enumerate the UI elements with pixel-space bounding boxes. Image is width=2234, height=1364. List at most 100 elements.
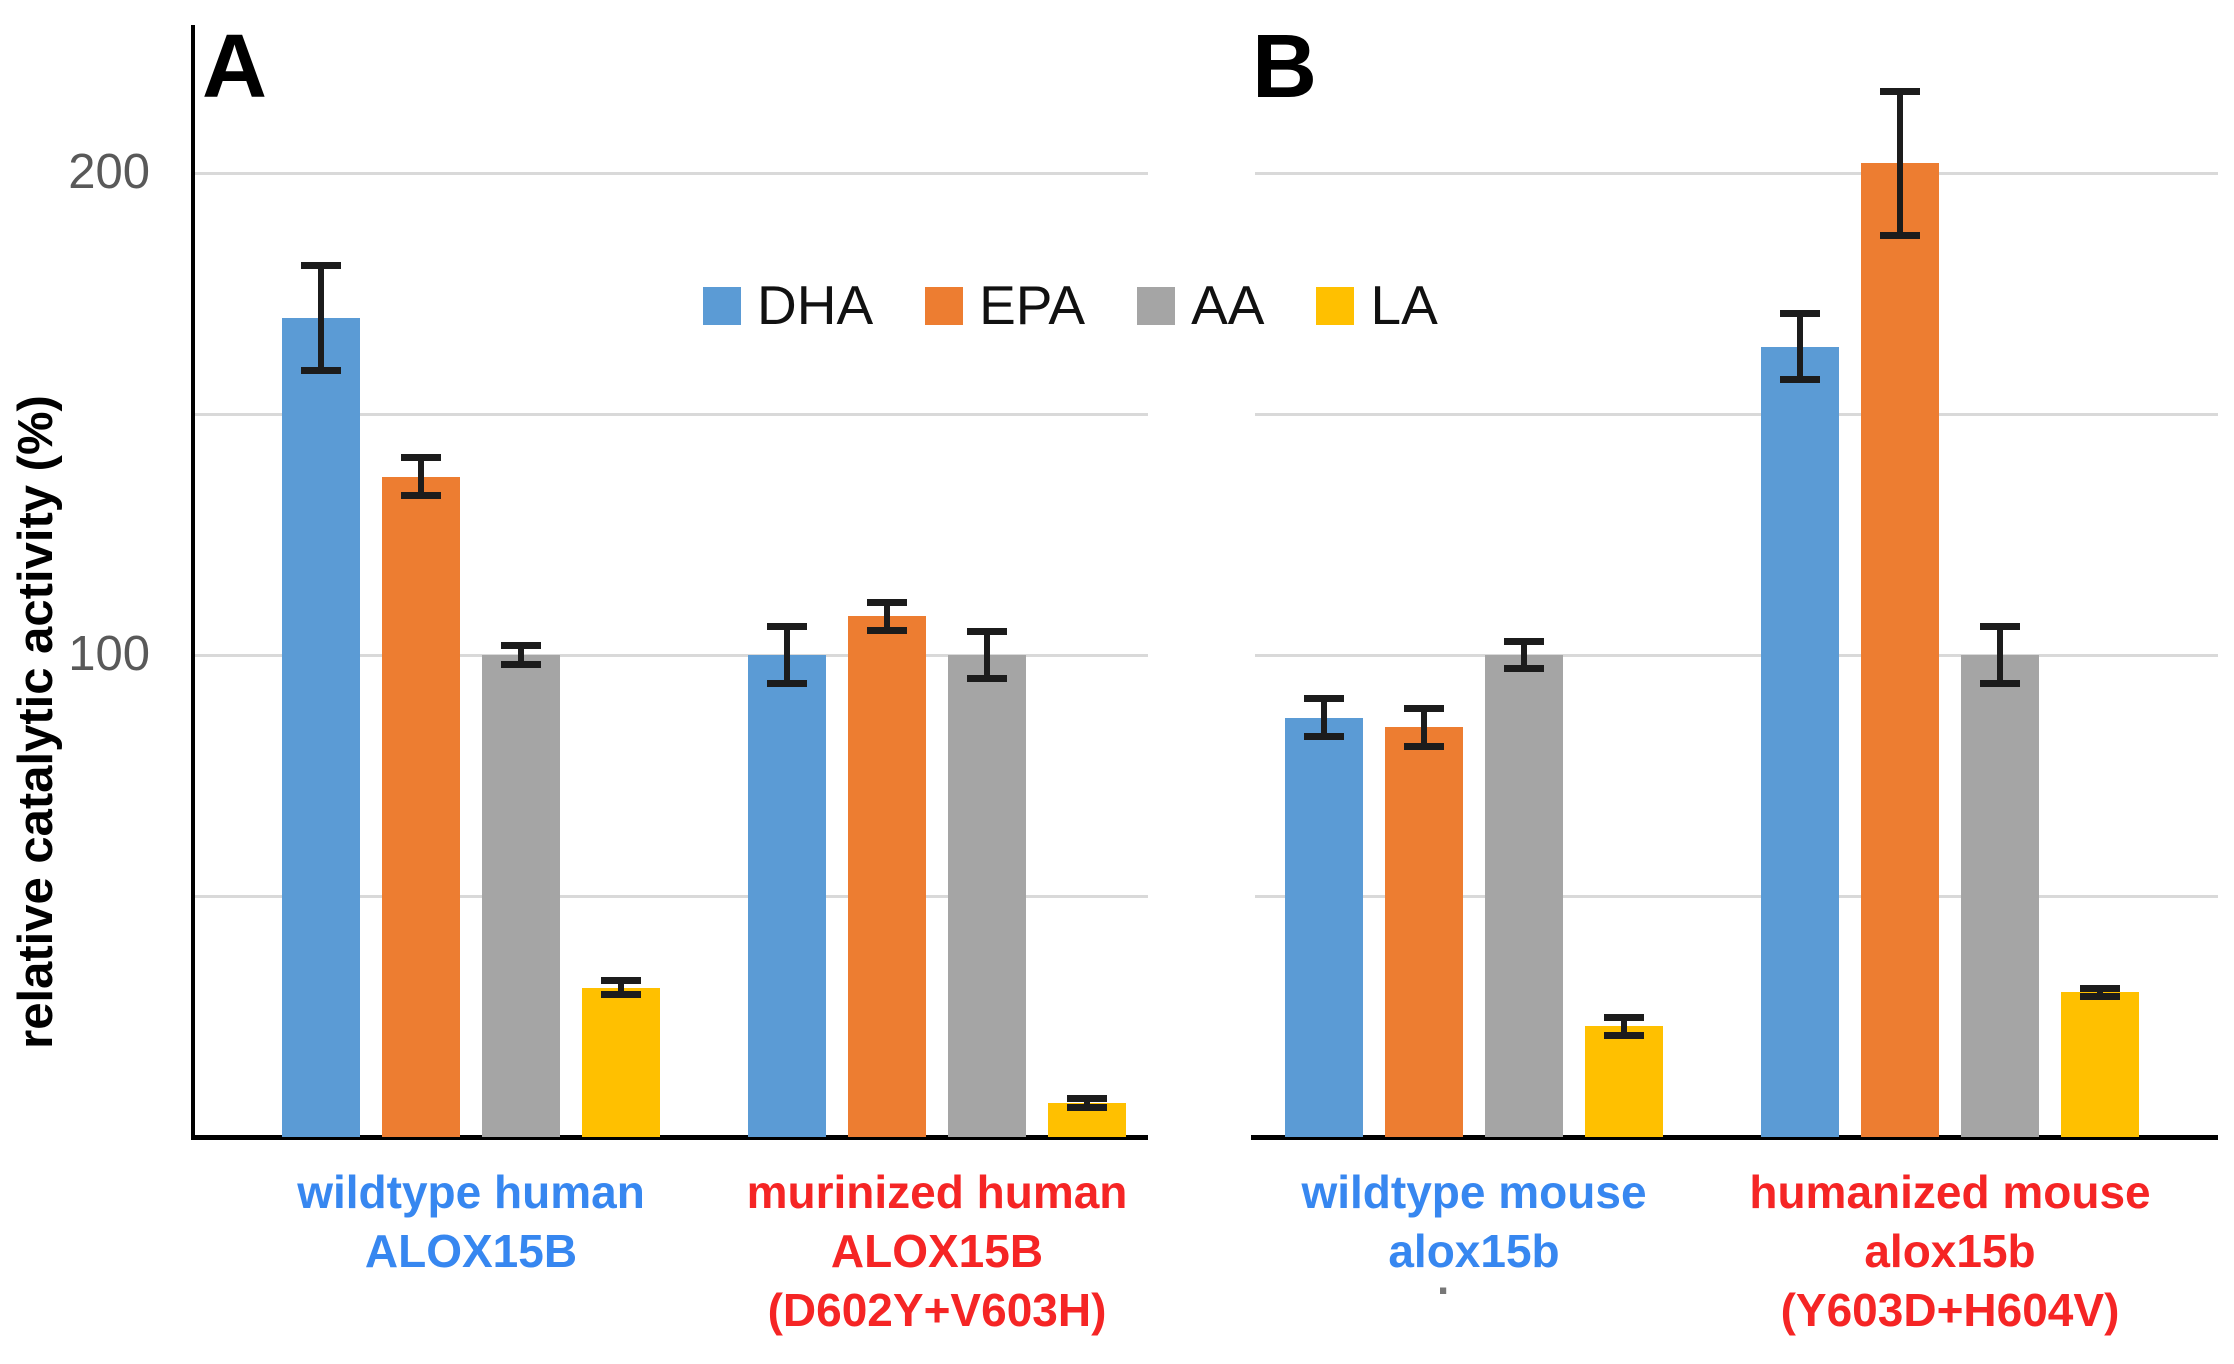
aa-swatch-icon — [1137, 286, 1176, 325]
error-bar-cap — [1780, 376, 1820, 384]
bar-la — [1585, 1026, 1663, 1137]
error-bar-line — [1897, 91, 1903, 236]
legend-item-dha: DHA — [703, 278, 873, 333]
group-label-line: (Y603D+H604V) — [1780, 1284, 2120, 1336]
bar-epa — [382, 476, 460, 1137]
legend-label-dha: DHA — [757, 274, 874, 336]
gridline — [1255, 654, 2218, 657]
error-bar-line — [1797, 312, 1803, 381]
bar-dha — [1761, 346, 1839, 1137]
error-bar-line — [1321, 698, 1327, 737]
legend-item-epa: EPA — [925, 278, 1085, 333]
bar-epa — [1861, 163, 1939, 1137]
gridline — [1255, 413, 2218, 416]
gridline — [195, 895, 1148, 898]
error-bar-cap — [767, 623, 807, 631]
gridline — [195, 172, 1148, 175]
panel-letter-a: A — [202, 17, 267, 117]
error-bar-line — [984, 630, 990, 680]
bar-aa — [1485, 655, 1563, 1137]
y-tick-200: 200 — [68, 145, 150, 199]
bar-epa — [848, 616, 926, 1137]
error-bar-cap — [867, 598, 907, 606]
error-bar-cap — [1604, 1013, 1644, 1021]
error-bar-cap — [1604, 1031, 1644, 1039]
error-bar-cap — [1780, 309, 1820, 317]
x-axis-line — [191, 1135, 1148, 1140]
y-axis-title: relative catalytic activity (%) — [9, 395, 63, 1049]
error-bar-line — [418, 457, 424, 496]
error-bar-line — [2097, 987, 2103, 998]
la-swatch-icon — [1316, 286, 1355, 325]
bar-la — [2061, 992, 2139, 1137]
group-label-murinized-human: murinized human ALOX15B (D602Y+V603H) — [707, 1163, 1167, 1340]
error-bar-line — [1084, 1098, 1090, 1109]
error-bar-cap — [401, 491, 441, 499]
group-label-line: wildtype mouse — [1301, 1166, 1647, 1218]
gridline — [195, 413, 1148, 416]
gridline — [195, 654, 1148, 657]
group-label-line: (D602Y+V603H) — [767, 1284, 1107, 1336]
error-bar-cap — [2080, 984, 2120, 992]
error-bar-cap — [767, 679, 807, 687]
error-bar-cap — [1404, 742, 1444, 750]
stray-period: . — [1437, 1255, 1450, 1304]
y-axis-line — [191, 25, 195, 1140]
error-bar-cap — [1404, 705, 1444, 713]
error-bar-line — [618, 980, 624, 995]
error-bar-cap — [1504, 637, 1544, 645]
legend-label-aa: AA — [1191, 274, 1265, 336]
y-tick-100: 100 — [68, 627, 150, 681]
error-bar-cap — [501, 660, 541, 668]
error-bar-cap — [401, 454, 441, 462]
error-bar-cap — [967, 675, 1007, 683]
bar-dha — [1285, 717, 1363, 1137]
error-bar-cap — [867, 626, 907, 634]
error-bar-line — [1997, 626, 2003, 684]
x-axis-line — [1251, 1135, 2218, 1140]
error-bar-cap — [1304, 695, 1344, 703]
error-bar-cap — [1504, 665, 1544, 673]
bar-aa — [948, 655, 1026, 1137]
bar-dha — [282, 317, 360, 1137]
error-bar-cap — [301, 261, 341, 269]
error-bar-cap — [2080, 993, 2120, 1001]
error-bar-line — [318, 264, 324, 371]
legend-item-la: LA — [1316, 274, 1438, 336]
legend-label-epa: EPA — [979, 274, 1086, 336]
bar-epa — [1385, 727, 1463, 1137]
legend: DHA EPA AA LA — [703, 278, 1438, 333]
error-bar-line — [518, 645, 524, 665]
epa-swatch-icon — [925, 286, 964, 325]
group-label-line: murinized human — [746, 1166, 1128, 1218]
legend-label-la: LA — [1370, 274, 1438, 336]
gridline — [1255, 172, 2218, 175]
panel-letter-b: B — [1252, 17, 1317, 117]
gridline — [1255, 895, 2218, 898]
group-label-line: ALOX15B — [830, 1225, 1044, 1277]
group-label-line: wildtype human — [297, 1166, 645, 1218]
legend-item-aa: AA — [1137, 278, 1264, 333]
error-bar-cap — [601, 977, 641, 985]
error-bar-cap — [1980, 679, 2020, 687]
error-bar-line — [1421, 708, 1427, 747]
group-label-humanized-mouse: humanized mouse alox15b (Y603D+H604V) — [1720, 1163, 2180, 1340]
error-bar-cap — [1980, 623, 2020, 631]
bar-dha — [748, 655, 826, 1137]
error-bar-cap — [501, 642, 541, 650]
error-bar-cap — [1067, 1104, 1107, 1112]
bar-aa — [1961, 655, 2039, 1137]
error-bar-line — [1521, 640, 1527, 670]
error-bar-cap — [1880, 231, 1920, 239]
group-label-line: humanized mouse — [1749, 1166, 2151, 1218]
bar-aa — [482, 655, 560, 1137]
error-bar-cap — [301, 366, 341, 374]
dha-swatch-icon — [703, 286, 741, 325]
error-bar-line — [884, 601, 890, 631]
group-label-line: alox15b — [1864, 1225, 2036, 1277]
error-bar-cap — [601, 990, 641, 998]
group-label-line: alox15b — [1388, 1225, 1560, 1277]
error-bar-line — [784, 626, 790, 684]
bar-la — [582, 987, 660, 1137]
